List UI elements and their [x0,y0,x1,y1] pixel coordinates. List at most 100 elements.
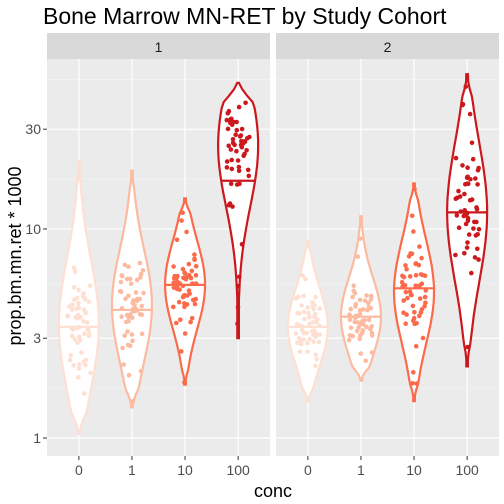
data-point [353,304,358,309]
x-tick-label: 0 [304,462,312,478]
data-point [122,333,127,338]
facet-strip-label: 2 [384,39,392,55]
data-point [237,275,242,280]
data-point [70,307,75,312]
data-point [185,293,190,298]
data-point [236,305,241,310]
data-point [138,261,143,266]
data-point [358,298,363,303]
data-point [236,284,241,289]
data-point [349,307,354,312]
data-point [68,353,73,358]
data-point [84,310,89,315]
data-point [471,157,476,162]
data-point [72,266,77,271]
data-point [175,238,180,243]
data-point [421,336,426,341]
data-point [121,362,126,367]
data-point [296,295,301,300]
y-tick-label: 10 [25,221,41,237]
data-point [410,381,415,386]
data-point [313,334,318,339]
data-point [79,350,84,355]
data-point [298,349,303,354]
data-point [71,363,76,368]
x-tick-label: 100 [226,462,250,478]
data-point [118,289,123,294]
data-point [419,310,424,315]
data-point [138,275,143,280]
data-point [412,316,417,321]
data-point [128,277,133,282]
data-point [229,147,234,152]
data-point [412,187,417,192]
data-point [76,301,81,306]
data-point [76,177,81,182]
data-point [230,204,235,209]
data-point [125,329,130,334]
data-point [241,141,246,146]
data-point [237,105,242,110]
data-point [72,297,77,302]
data-point [187,288,192,293]
data-point [312,328,317,333]
y-axis-title: prop.bm.mn.ret * 1000 [5,166,25,345]
data-point [240,242,245,247]
data-point [81,291,86,296]
data-point [187,262,192,267]
data-point [313,312,318,317]
x-tick-label: 10 [406,462,422,478]
data-point [182,380,187,385]
data-point [456,189,461,194]
data-point [141,268,146,273]
data-point [177,300,182,305]
data-point [76,313,81,318]
data-point [237,165,242,170]
data-point [179,218,184,223]
data-point [83,297,88,302]
data-point [474,205,479,210]
data-point [230,123,235,128]
data-point [411,229,416,234]
data-point [314,352,319,357]
data-point [410,214,415,219]
data-point [471,226,476,231]
data-point [225,159,230,164]
data-point [246,168,251,173]
data-point [457,225,462,230]
x-tick-label: 100 [455,462,479,478]
data-point [455,213,460,218]
data-point [462,251,467,256]
data-point [229,117,234,122]
data-point [475,182,480,187]
data-point [408,274,413,279]
data-point [359,377,364,382]
data-point [474,220,479,225]
data-point [226,127,231,132]
data-point [140,312,145,317]
data-point [408,251,413,256]
data-point [235,128,240,133]
data-point [369,297,374,302]
data-point [419,256,424,261]
data-point [465,181,470,186]
data-point [307,337,312,342]
facet-panel-1: 10 1 10 100 [47,33,270,478]
data-point [73,270,78,275]
data-point [314,357,319,362]
data-point [188,320,193,325]
data-point [183,331,188,336]
data-point [475,247,480,252]
data-point [230,167,235,172]
data-point [306,311,311,316]
data-point [411,370,416,375]
data-point [141,291,146,296]
data-point [349,325,354,330]
data-point [193,302,198,307]
data-point [306,305,311,310]
data-point [77,305,82,310]
data-point [473,176,478,181]
data-point [192,257,197,262]
data-point [358,351,363,356]
data-point [351,289,356,294]
